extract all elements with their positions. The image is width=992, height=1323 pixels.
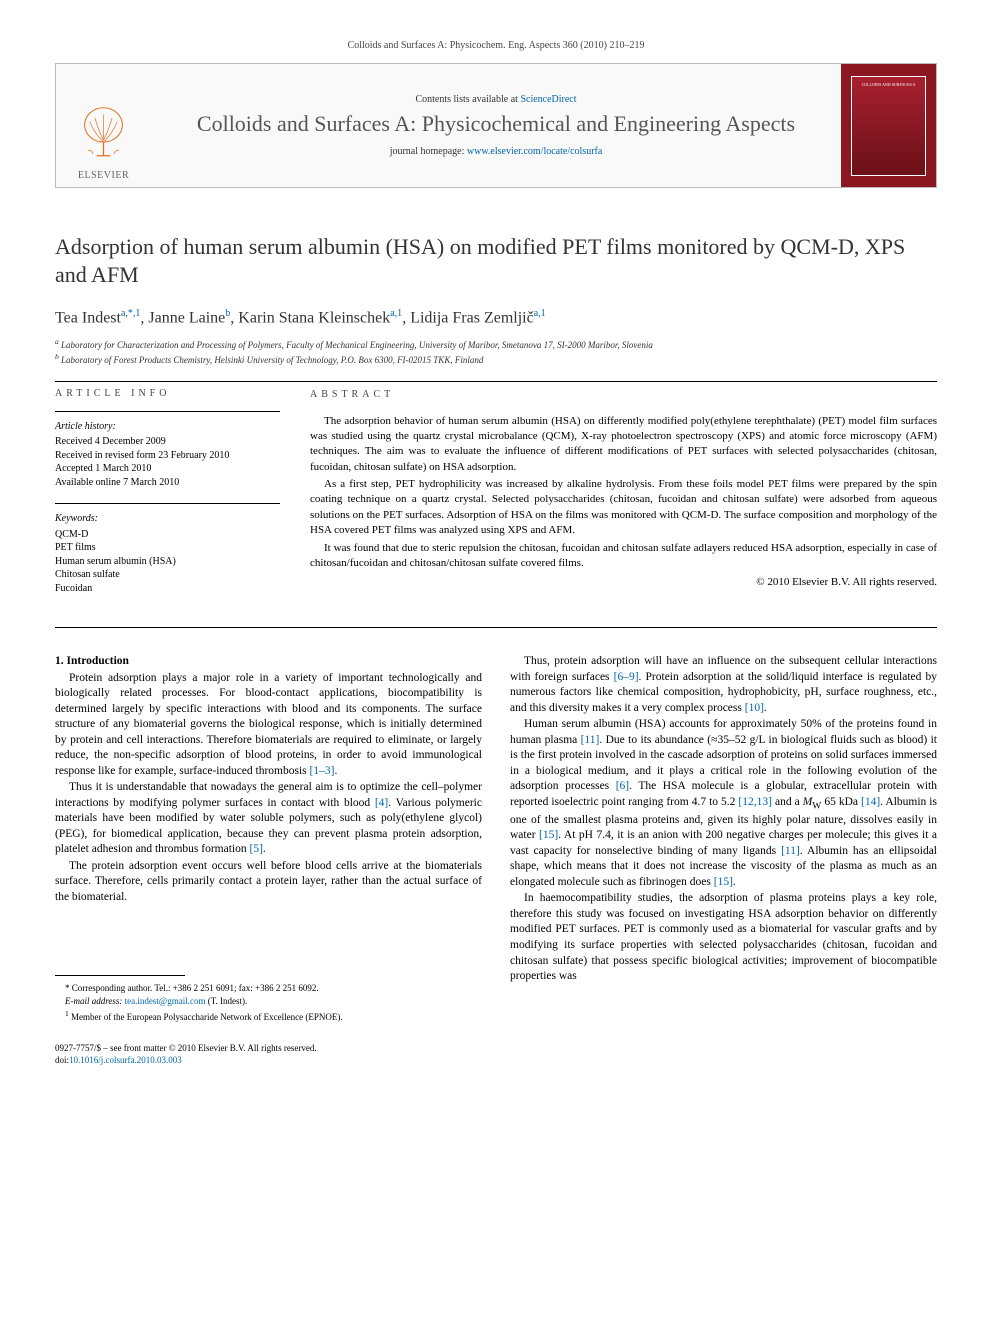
epnoe-note: 1 Member of the European Polysaccharide …	[55, 1009, 482, 1023]
page-footer: 0927-7757/$ – see front matter © 2010 El…	[55, 1042, 937, 1066]
journal-banner: ELSEVIER Contents lists available at Sci…	[55, 63, 937, 188]
corresponding-note: * Corresponding author. Tel.: +386 2 251…	[55, 982, 482, 994]
history-line: Received 4 December 2009	[55, 435, 280, 449]
body-para: Human serum albumin (HSA) accounts for a…	[510, 717, 937, 890]
homepage-prefix: journal homepage:	[390, 146, 467, 157]
footnotes: * Corresponding author. Tel.: +386 2 251…	[55, 982, 482, 1022]
keywords-title: Keywords:	[55, 512, 280, 526]
email-suffix: (T. Indest).	[208, 996, 248, 1006]
info-divider-1	[55, 411, 280, 412]
body-para: Thus, protein adsorption will have an in…	[510, 654, 937, 716]
info-divider-2	[55, 503, 280, 504]
keyword: Fucoidan	[55, 582, 280, 596]
history-line: Accepted 1 March 2010	[55, 462, 280, 476]
keyword: Chitosan sulfate	[55, 568, 280, 582]
affiliation-a-text: Laboratory for Characterization and Proc…	[61, 340, 653, 350]
info-abstract-row: ARTICLE INFO Article history: Received 4…	[55, 388, 937, 610]
body-para: The protein adsorption event occurs well…	[55, 859, 482, 906]
journal-name: Colloids and Surfaces A: Physicochemical…	[197, 111, 795, 136]
keyword: PET films	[55, 541, 280, 555]
sciencedirect-link[interactable]: ScienceDirect	[520, 94, 576, 105]
divider-bottom	[55, 627, 937, 628]
abstract-col: ABSTRACT The adsorption behavior of huma…	[310, 388, 937, 610]
cover-thumb-text: COLLOIDS AND SURFACES A	[862, 83, 916, 88]
doi-label: doi:	[55, 1055, 69, 1065]
affiliation-b: b Laboratory of Forest Products Chemistr…	[55, 352, 937, 367]
email-link[interactable]: tea.indest@gmail.com	[125, 996, 206, 1006]
article-title: Adsorption of human serum albumin (HSA) …	[55, 233, 937, 288]
authors: Tea Indesta,*,1, Janne Laineb, Karin Sta…	[55, 308, 937, 327]
abstract-para: It was found that due to steric repulsio…	[310, 541, 937, 572]
body-col-left: 1. Introduction Protein adsorption plays…	[55, 654, 482, 1024]
keyword: QCM-D	[55, 528, 280, 542]
article-info-heading: ARTICLE INFO	[55, 388, 280, 399]
divider-top	[55, 381, 937, 382]
keyword: Human serum albumin (HSA)	[55, 555, 280, 569]
banner-center: Contents lists available at ScienceDirec…	[151, 64, 841, 187]
publisher-logo-block: ELSEVIER	[56, 64, 151, 187]
article-info-col: ARTICLE INFO Article history: Received 4…	[55, 388, 280, 610]
epnoe-text: Member of the European Polysaccharide Ne…	[71, 1012, 343, 1022]
journal-cover-thumb: COLLOIDS AND SURFACES A	[851, 76, 926, 176]
copyright: © 2010 Elsevier B.V. All rights reserved…	[310, 575, 937, 590]
doi-line: doi:10.1016/j.colsurfa.2010.03.003	[55, 1054, 937, 1066]
abstract-heading: ABSTRACT	[310, 388, 937, 402]
history-title: Article history:	[55, 420, 280, 434]
contents-prefix: Contents lists available at	[415, 94, 520, 105]
abstract-para: The adsorption behavior of human serum a…	[310, 414, 937, 476]
affiliations: a Laboratory for Characterization and Pr…	[55, 337, 937, 366]
body-columns: 1. Introduction Protein adsorption plays…	[55, 654, 937, 1024]
body-para: Thus it is understandable that nowadays …	[55, 780, 482, 858]
homepage-line: journal homepage: www.elsevier.com/locat…	[390, 146, 603, 157]
header-citation: Colloids and Surfaces A: Physicochem. En…	[55, 40, 937, 51]
footnotes-divider	[55, 975, 185, 976]
body-para: In haemocompatibility studies, the adsor…	[510, 891, 937, 984]
keywords-block: Keywords: QCM-D PET films Human serum al…	[55, 512, 280, 595]
issn-line: 0927-7757/$ – see front matter © 2010 El…	[55, 1042, 937, 1054]
body-para: Protein adsorption plays a major role in…	[55, 671, 482, 780]
affiliation-a: a Laboratory for Characterization and Pr…	[55, 337, 937, 352]
abstract-para: As a first step, PET hydrophilicity was …	[310, 477, 937, 539]
body-col-right: Thus, protein adsorption will have an in…	[510, 654, 937, 1024]
contents-line: Contents lists available at ScienceDirec…	[415, 94, 576, 105]
section-heading-intro: 1. Introduction	[55, 654, 482, 670]
homepage-link[interactable]: www.elsevier.com/locate/colsurfa	[467, 146, 602, 157]
history-block: Article history: Received 4 December 200…	[55, 420, 280, 490]
email-note: E-mail address: tea.indest@gmail.com (T.…	[55, 995, 482, 1007]
elsevier-tree-icon	[76, 106, 131, 166]
doi-link[interactable]: 10.1016/j.colsurfa.2010.03.003	[69, 1055, 182, 1065]
email-label: E-mail address:	[65, 996, 122, 1006]
history-line: Available online 7 March 2010	[55, 476, 280, 490]
affiliation-b-text: Laboratory of Forest Products Chemistry,…	[61, 355, 483, 365]
publisher-name: ELSEVIER	[78, 170, 129, 181]
history-line: Received in revised form 23 February 201…	[55, 449, 280, 463]
cover-thumbnail-block: COLLOIDS AND SURFACES A	[841, 64, 936, 187]
